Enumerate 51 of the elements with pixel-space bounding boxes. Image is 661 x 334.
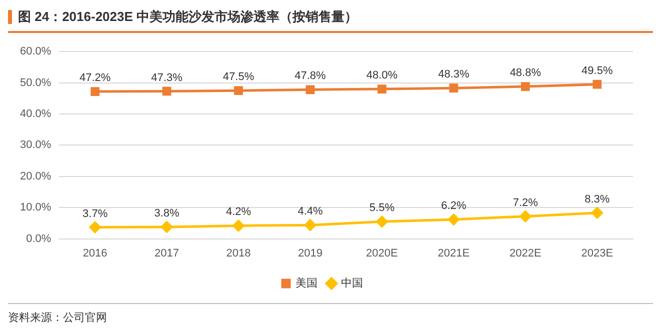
point: [520, 210, 532, 222]
data-label: 7.2%: [512, 196, 538, 209]
x-tick-label: 2022E: [510, 247, 542, 260]
point: [90, 87, 100, 96]
point: [162, 86, 172, 96]
point: [306, 85, 315, 94]
y-tick-label: 50.0%: [20, 76, 52, 89]
text: 资料来源：公司官网: [8, 303, 653, 325]
data-label: 8.3%: [584, 193, 610, 206]
x-tick-label: 2023E: [581, 247, 614, 260]
data-label: 47.5%: [222, 71, 254, 84]
y-tick-label: 40.0%: [20, 108, 52, 120]
data-label: 47.3%: [151, 72, 183, 84]
legend-label: 美国: [296, 276, 318, 290]
legend-label: 中国: [341, 276, 363, 290]
data-label: 47.8%: [294, 70, 326, 82]
data-label: 47.2%: [79, 72, 111, 84]
data-label: 6.2%: [441, 200, 466, 212]
y-tick-label: 10.0%: [20, 202, 52, 214]
point: [448, 214, 460, 226]
x-tick-label: 2019: [298, 247, 322, 260]
data-label: 48.3%: [438, 68, 470, 81]
point: [592, 80, 602, 89]
data-label: 48.0%: [366, 70, 398, 82]
x-tick-label: 2017: [154, 247, 180, 260]
point: [232, 220, 244, 232]
point: [591, 207, 603, 219]
data-label: 48.8%: [510, 67, 542, 80]
data-label: 3.7%: [82, 208, 108, 220]
point: [378, 84, 386, 94]
y-tick-label: 30.0%: [20, 139, 52, 152]
point: [89, 222, 101, 234]
point: [304, 219, 316, 231]
point: [449, 84, 458, 93]
chart-title: 图 24：2016-2023E 中美功能沙发市场渗透率（按销售量）: [18, 8, 358, 26]
y-tick-label: 60.0%: [20, 46, 52, 58]
y-tick-label: 20.0%: [20, 170, 52, 182]
point: [376, 216, 388, 228]
data-label: 3.8%: [154, 207, 180, 220]
data-label: 49.5%: [582, 64, 613, 77]
x-tick-label: 2016: [82, 247, 108, 260]
point: [520, 82, 530, 91]
data-label: 4.4%: [298, 206, 323, 218]
data-label: 4.2%: [226, 206, 252, 218]
x-tick-label: 2020E: [366, 247, 398, 260]
data-label: 5.5%: [369, 202, 395, 214]
point: [161, 221, 173, 233]
y-tick-label: 0.0%: [26, 232, 52, 245]
x-tick-label: 2021E: [438, 247, 470, 260]
point: [234, 86, 243, 96]
x-tick-label: 2018: [226, 247, 251, 260]
